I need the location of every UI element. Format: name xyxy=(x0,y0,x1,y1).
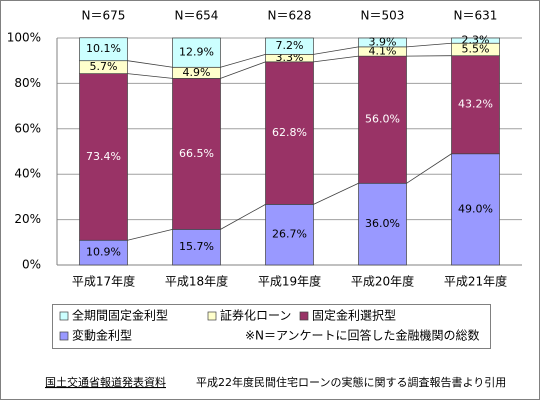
data-label: 12.9% xyxy=(179,46,214,59)
y-tick-label: 100% xyxy=(7,31,41,45)
y-tick-label: 40% xyxy=(14,167,41,181)
x-tick-label: 平成20年度 xyxy=(351,274,414,289)
source-note: 平成22年度民間住宅ローンの実態に関する調査報告書より引用 xyxy=(196,375,506,389)
legend-label: 証券化ローン xyxy=(220,308,291,323)
data-label: 62.8% xyxy=(272,126,307,139)
x-tick-label: 平成17年度 xyxy=(72,274,135,289)
legend-label: 変動金利型 xyxy=(72,328,132,343)
annotation: N＝675 xyxy=(82,9,126,23)
legend-label: 全期間固定金利型 xyxy=(72,308,168,323)
data-label: 73.4% xyxy=(86,150,121,163)
data-label: 49.0% xyxy=(458,202,493,215)
data-label: 66.5% xyxy=(179,147,214,160)
legend-swatch xyxy=(208,312,216,320)
data-label: 26.7% xyxy=(272,228,307,241)
annotation: N＝631 xyxy=(454,9,498,23)
y-tick-label: 0% xyxy=(22,258,41,272)
legend-swatch xyxy=(60,312,68,320)
data-label: 10.9% xyxy=(86,246,121,259)
legend-swatch xyxy=(60,332,68,340)
data-label: 36.0% xyxy=(365,217,400,230)
annotation: N＝503 xyxy=(361,9,405,23)
x-tick-label: 平成18年度 xyxy=(165,274,228,289)
data-label: 3.9% xyxy=(369,35,397,48)
y-tick-label: 80% xyxy=(14,76,41,90)
data-label: 5.7% xyxy=(90,60,118,73)
data-label: 56.0% xyxy=(365,113,400,126)
data-label: 43.2% xyxy=(458,98,493,111)
x-tick-label: 平成21年度 xyxy=(444,274,507,289)
source-link[interactable]: 国土交通省報道発表資料 xyxy=(45,375,166,389)
legend-swatch xyxy=(300,312,308,320)
legend-label: 固定金利選択型 xyxy=(312,308,396,323)
data-label: 2.3% xyxy=(462,34,490,47)
y-tick-label: 60% xyxy=(14,121,41,135)
annotation: N＝654 xyxy=(175,9,219,23)
x-tick-label: 平成19年度 xyxy=(258,274,321,289)
data-label: 4.9% xyxy=(183,66,211,79)
legend-note: ※N＝アンケートに回答した金融機関の総数 xyxy=(245,328,480,343)
data-label: 10.1% xyxy=(86,42,121,55)
data-label: 7.2% xyxy=(276,39,304,52)
data-label: 15.7% xyxy=(179,240,214,253)
y-tick-label: 20% xyxy=(14,212,41,226)
annotation: N＝628 xyxy=(268,9,312,23)
